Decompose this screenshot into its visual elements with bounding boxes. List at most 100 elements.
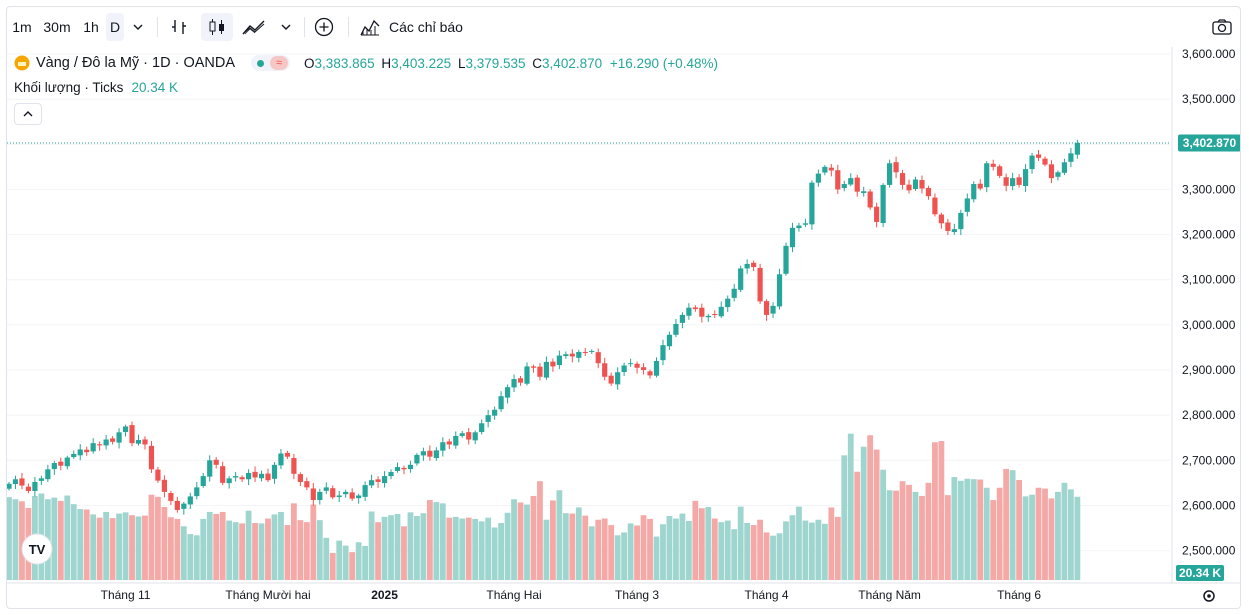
- candle-body: [938, 214, 944, 224]
- compare-plus-icon[interactable]: [311, 13, 337, 41]
- volume-bar: [1016, 479, 1022, 580]
- indicators-icon: [360, 19, 380, 36]
- low-label: L: [457, 55, 466, 71]
- candle-body: [1048, 164, 1055, 179]
- indicators-label: Các chỉ báo: [389, 19, 463, 35]
- candle-body: [757, 267, 763, 302]
- candle-body: [997, 166, 1003, 176]
- candle-body: [161, 479, 167, 492]
- interval-1m[interactable]: 1m: [12, 19, 32, 35]
- volume-bar: [148, 494, 155, 580]
- area-chart-style-icon[interactable]: [239, 13, 269, 41]
- volume-bar: [990, 500, 997, 580]
- high-value: 3,403.225: [391, 55, 452, 71]
- candle-body: [252, 471, 258, 478]
- volume-bar: [614, 535, 621, 580]
- candle-body: [433, 450, 439, 459]
- candle-body: [615, 372, 621, 385]
- candle-body: [640, 367, 647, 371]
- volume-bar: [323, 537, 330, 580]
- camera-icon[interactable]: [1209, 13, 1235, 41]
- volume-bar: [860, 446, 867, 580]
- candle-body: [602, 363, 608, 377]
- candle-body: [751, 262, 757, 268]
- price-axis[interactable]: 3,600.0003,500.0003,400.0003,300.0003,20…: [1171, 47, 1236, 583]
- open-value: 3,383.865: [314, 55, 375, 71]
- candle-body: [718, 306, 724, 317]
- candle-body: [660, 345, 666, 361]
- candle-body: [511, 379, 517, 388]
- candle-body: [576, 351, 582, 358]
- candle-body: [699, 307, 705, 317]
- interval-30m[interactable]: 30m: [43, 19, 71, 35]
- intervals-chevron-down-icon[interactable]: [129, 13, 147, 41]
- candle-body: [19, 478, 25, 486]
- candle-body: [925, 187, 932, 197]
- candle-body: [763, 301, 770, 315]
- volume-bar: [550, 500, 556, 580]
- candle-body: [310, 488, 316, 501]
- candle-body: [1010, 178, 1016, 187]
- candle-body: [705, 315, 711, 318]
- volume-bar: [718, 522, 725, 580]
- settings-gear-icon[interactable]: [1203, 590, 1215, 602]
- candle-body: [155, 469, 161, 481]
- candle-body: [181, 503, 187, 509]
- time-axis[interactable]: Tháng 11 Tháng Mười hai 2025 Tháng Hai Tháng…: [7, 582, 1240, 602]
- candle-body: [809, 182, 815, 225]
- volume-bar: [439, 503, 446, 580]
- status-toggle[interactable]: ≈: [251, 55, 291, 71]
- volume-bar: [446, 517, 453, 580]
- candle-body: [401, 467, 407, 470]
- volume-label[interactable]: Khối lượng · Ticks: [14, 79, 124, 95]
- volume-bar: [349, 552, 356, 580]
- volume-bar: [368, 511, 375, 580]
- volume-bar: [433, 502, 440, 580]
- candle-body: [744, 263, 750, 269]
- candle-body: [498, 396, 504, 410]
- open-label: O: [304, 55, 315, 71]
- volume-bar: [783, 521, 789, 580]
- x-tick-label: Tháng 3: [615, 588, 659, 602]
- chart-type-chevron-down-icon[interactable]: [277, 13, 295, 41]
- volume-bar: [666, 516, 673, 580]
- volume-bar: [291, 503, 297, 580]
- candle-body: [874, 206, 880, 222]
- candle-body: [770, 305, 776, 314]
- candle-body: [492, 409, 498, 416]
- tradingview-logo[interactable]: TV: [21, 533, 53, 565]
- candle-body: [45, 469, 51, 480]
- interval-d[interactable]: D: [106, 13, 124, 41]
- volume-bar: [744, 523, 751, 580]
- volume-bar: [232, 522, 239, 580]
- volume-bar: [750, 525, 757, 580]
- volume-bar: [841, 455, 848, 580]
- indicators-button[interactable]: Các chỉ báo: [359, 13, 479, 41]
- interval-1h[interactable]: 1h: [83, 19, 99, 35]
- volume-bar: [180, 526, 187, 580]
- top-toolbar: 1m 30m 1h D Các chỉ báo: [7, 7, 1240, 47]
- volume-bar: [70, 504, 77, 580]
- volume-bar: [957, 480, 964, 580]
- candle-body: [1003, 177, 1009, 186]
- volume-bar: [96, 517, 103, 580]
- y-tick-label: 3,300.000: [1182, 182, 1236, 196]
- candle-body: [51, 463, 57, 470]
- volume-bar: [834, 516, 841, 580]
- candle-body: [71, 453, 77, 458]
- volume-bar: [685, 520, 692, 580]
- candle-body: [990, 163, 996, 167]
- candle-body: [174, 500, 180, 510]
- volume-bar: [271, 514, 278, 580]
- symbol-title[interactable]: Vàng / Đô la Mỹ · 1D · OANDA: [36, 55, 236, 71]
- candle-body: [258, 473, 265, 479]
- volume-bar: [1074, 496, 1081, 580]
- collapse-legend-button[interactable]: [14, 103, 42, 125]
- bar-chart-style-icon[interactable]: [166, 13, 192, 41]
- volume-bar: [491, 527, 498, 580]
- candle-style-icon[interactable]: [201, 13, 233, 41]
- volume-bar: [504, 512, 511, 580]
- volume-bar: [278, 511, 284, 580]
- volume-bar: [970, 479, 977, 580]
